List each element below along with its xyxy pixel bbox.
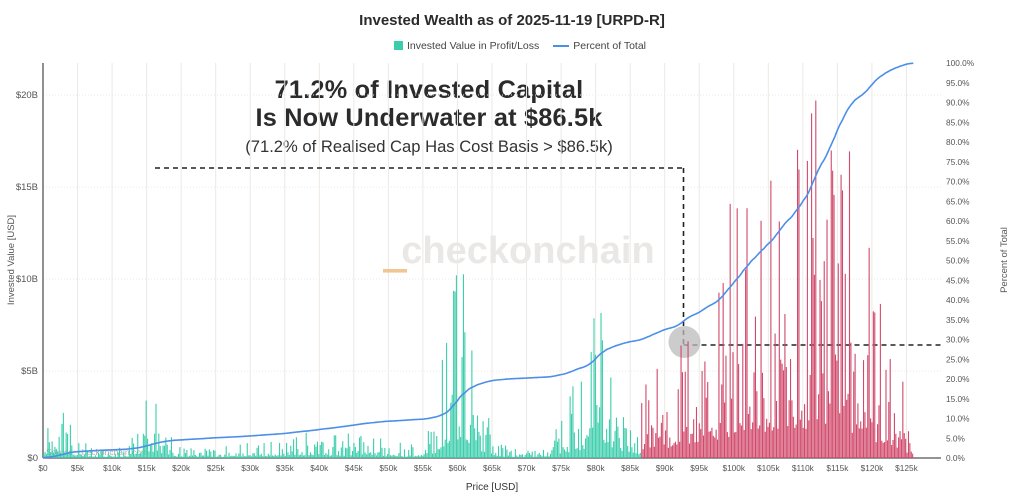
svg-text:45.0%: 45.0% (946, 275, 970, 285)
svg-text:95.0%: 95.0% (946, 78, 970, 88)
svg-text:25.0%: 25.0% (946, 354, 970, 364)
svg-text:$125k: $125k (895, 463, 918, 473)
svg-text:$40k: $40k (310, 463, 329, 473)
svg-text:$85k: $85k (621, 463, 640, 473)
svg-text:$0: $0 (27, 453, 38, 464)
svg-text:100.0%: 100.0% (946, 58, 975, 68)
svg-text:$25k: $25k (207, 463, 226, 473)
svg-text:$5k: $5k (71, 463, 85, 473)
svg-text:60.0%: 60.0% (946, 216, 970, 226)
svg-text:$50k: $50k (379, 463, 398, 473)
svg-text:80.0%: 80.0% (946, 137, 970, 147)
svg-text:55.0%: 55.0% (946, 236, 970, 246)
svg-text:$100k: $100k (722, 463, 745, 473)
svg-text:$20B: $20B (16, 90, 38, 101)
svg-text:$45k: $45k (345, 463, 364, 473)
svg-text:Invested Value [USD]: Invested Value [USD] (6, 215, 17, 305)
svg-text:$60k: $60k (448, 463, 467, 473)
svg-text:$75k: $75k (552, 463, 571, 473)
svg-text:$55k: $55k (414, 463, 433, 473)
svg-text:50.0%: 50.0% (946, 256, 970, 266)
svg-text:40.0%: 40.0% (946, 295, 970, 305)
svg-text:35.0%: 35.0% (946, 315, 970, 325)
svg-text:$0: $0 (38, 463, 48, 473)
svg-text:65.0%: 65.0% (946, 196, 970, 206)
svg-text:$115k: $115k (826, 463, 849, 473)
svg-text:checkonchain: checkonchain (401, 230, 654, 272)
svg-text:0.0%: 0.0% (946, 453, 966, 463)
svg-text:5.0%: 5.0% (946, 433, 966, 443)
svg-text:$120k: $120k (861, 463, 884, 473)
svg-text:$35k: $35k (276, 463, 295, 473)
svg-text:$105k: $105k (757, 463, 780, 473)
svg-text:10.0%: 10.0% (946, 414, 970, 424)
svg-text:$15B: $15B (16, 182, 38, 193)
svg-text:$10B: $10B (16, 274, 38, 285)
svg-text:30.0%: 30.0% (946, 335, 970, 345)
svg-text:$30k: $30k (241, 463, 260, 473)
svg-text:85.0%: 85.0% (946, 117, 970, 127)
svg-text:75.0%: 75.0% (946, 157, 970, 167)
svg-text:$20k: $20k (172, 463, 191, 473)
svg-text:$10k: $10k (103, 463, 122, 473)
svg-text:$90k: $90k (656, 463, 675, 473)
svg-text:$80k: $80k (587, 463, 606, 473)
svg-text:15.0%: 15.0% (946, 394, 970, 404)
svg-text:Percent of Total: Percent of Total (999, 227, 1010, 293)
svg-text:$5B: $5B (21, 366, 38, 377)
svg-text:90.0%: 90.0% (946, 98, 970, 108)
svg-text:$65k: $65k (483, 463, 502, 473)
svg-text:$95k: $95k (690, 463, 709, 473)
svg-text:$110k: $110k (792, 463, 815, 473)
svg-text:20.0%: 20.0% (946, 374, 970, 384)
svg-text:$15k: $15k (138, 463, 157, 473)
svg-text:$70k: $70k (518, 463, 537, 473)
svg-text:70.0%: 70.0% (946, 177, 970, 187)
svg-text:Price [USD]: Price [USD] (466, 482, 518, 493)
